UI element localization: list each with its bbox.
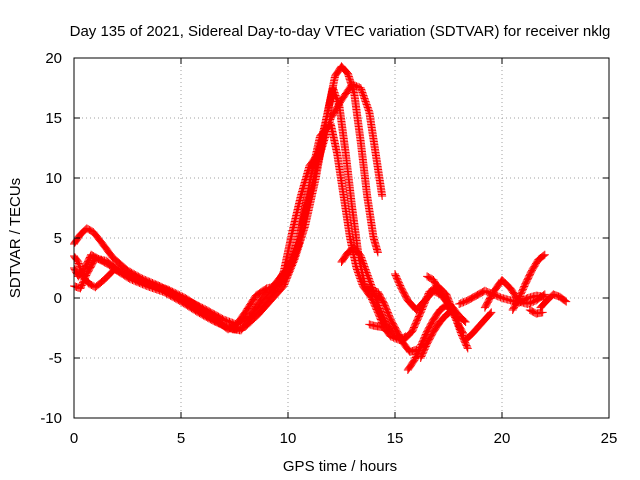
data-point xyxy=(463,344,472,353)
series-track-6 xyxy=(365,320,391,332)
data-point xyxy=(458,328,467,337)
series-track-13 xyxy=(480,276,549,312)
data-point xyxy=(101,274,110,283)
data-point xyxy=(560,296,569,304)
x-tick-label: 0 xyxy=(70,430,78,447)
series-track-15 xyxy=(536,290,571,312)
data-point xyxy=(485,310,494,319)
series-track-4 xyxy=(70,80,387,329)
data-point xyxy=(547,292,556,301)
data-point xyxy=(461,318,470,326)
data-points xyxy=(70,62,571,374)
x-tick-label: 5 xyxy=(177,430,185,447)
x-tick-label: 15 xyxy=(387,430,404,447)
x-tick-label: 10 xyxy=(280,430,297,447)
data-point xyxy=(373,248,382,257)
data-point xyxy=(487,308,496,317)
data-point xyxy=(102,273,111,282)
data-point xyxy=(561,296,570,305)
series-track-11 xyxy=(461,308,496,344)
data-point xyxy=(562,297,571,306)
series-track-10 xyxy=(423,272,470,326)
x-tick-label: 25 xyxy=(601,430,618,447)
y-tick-label: -10 xyxy=(40,410,62,427)
series-track-14 xyxy=(508,250,549,314)
y-tick-label: 15 xyxy=(45,110,62,127)
data-point xyxy=(103,272,112,281)
data-point xyxy=(104,271,113,280)
y-tick-label: 10 xyxy=(45,170,62,187)
x-tick-label: 20 xyxy=(494,430,511,447)
data-point xyxy=(539,291,548,300)
data-point xyxy=(460,317,469,325)
data-point xyxy=(540,290,549,299)
data-point xyxy=(538,252,547,261)
data-point xyxy=(538,308,547,317)
y-axis-title: SDTVAR / TECUs xyxy=(7,178,24,298)
data-point xyxy=(459,316,468,324)
data-point xyxy=(107,268,116,277)
y-tick-label: 0 xyxy=(54,290,62,307)
chart-title: Day 135 of 2021, Sidereal Day-to-day VTE… xyxy=(70,23,611,40)
y-tick-label: 20 xyxy=(45,50,62,67)
data-point xyxy=(106,269,115,278)
data-point xyxy=(463,342,472,351)
y-tick-label: 5 xyxy=(54,230,62,247)
data-point xyxy=(459,330,468,338)
series-track-16 xyxy=(525,306,547,318)
data-point xyxy=(539,251,548,260)
axis-ticks: 0 5 10 15 20 25 -10 -5 0 5 10 15 20 xyxy=(40,50,617,447)
data-point xyxy=(378,192,387,200)
data-point xyxy=(382,324,391,332)
y-tick-label: -5 xyxy=(49,350,62,367)
data-point xyxy=(540,250,549,259)
data-point xyxy=(105,270,114,279)
x-axis-title: GPS time / hours xyxy=(283,458,397,475)
data-point xyxy=(486,309,495,318)
data-point xyxy=(99,276,108,284)
